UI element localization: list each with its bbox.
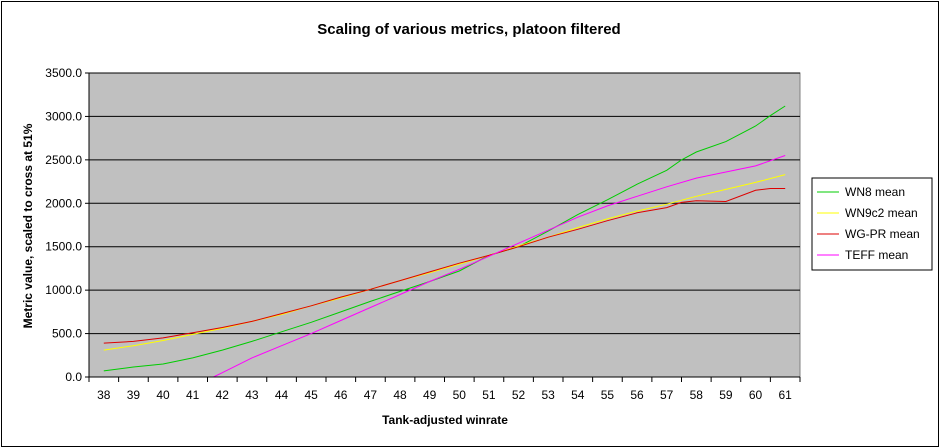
series-line-wg-pr-mean — [103, 188, 786, 344]
x-tick-label: 47 — [364, 388, 378, 402]
series-line-teff-mean — [213, 155, 786, 378]
x-tick-label: 54 — [571, 388, 585, 402]
x-tick-label: 59 — [719, 388, 733, 402]
series-layer — [103, 105, 786, 378]
y-axis-title: Metric value, scaled to cross at 51% — [21, 123, 35, 328]
y-tick-label: 3500.0 — [45, 66, 82, 80]
legend-label: WN9c2 mean — [845, 206, 918, 220]
x-tick-label: 44 — [275, 388, 289, 402]
x-axis-ticks: 38 39 40 41 42 43 44 45 46 47 48 49 50 51 52 53 54 55 56 57… — [88, 377, 801, 402]
legend: WN8 mean WN9c2 mean WG-PR mean TEFF mean — [811, 177, 933, 271]
x-tick-label: 58 — [690, 388, 704, 402]
x-tick-label: 53 — [542, 388, 556, 402]
y-tick-label: 2000.0 — [45, 196, 82, 210]
y-tick-label: 0.0 — [65, 370, 82, 384]
legend-label: TEFF mean — [845, 248, 908, 262]
x-tick-label: 49 — [423, 388, 437, 402]
x-tick-label: 48 — [393, 388, 407, 402]
y-tick-label: 3000.0 — [45, 109, 82, 123]
x-tick-label: 43 — [245, 388, 259, 402]
gridlines — [89, 72, 800, 335]
y-tick-label: 1000.0 — [45, 283, 82, 297]
legend-label: WN8 mean — [845, 185, 905, 199]
x-tick-label: 60 — [749, 388, 763, 402]
y-tick-label: 1500.0 — [45, 240, 82, 254]
chart-title: Scaling of various metrics, platoon filt… — [317, 21, 620, 38]
x-tick-label: 46 — [334, 388, 348, 402]
x-tick-label: 61 — [779, 388, 793, 402]
x-tick-label: 42 — [216, 388, 230, 402]
x-tick-label: 51 — [482, 388, 496, 402]
legend-label: WG-PR mean — [845, 227, 920, 241]
x-tick-label: 45 — [305, 388, 319, 402]
plot-area — [88, 72, 801, 378]
x-tick-label: 55 — [601, 388, 615, 402]
y-axis-ticks: 0.0 500.0 1000.0 1500.0 2000.0 2500.0 3000.0 35… — [45, 66, 89, 384]
x-tick-label: 50 — [453, 388, 467, 402]
x-tick-label: 40 — [156, 388, 170, 402]
y-tick-label: 2500.0 — [45, 153, 82, 167]
x-tick-label: 57 — [660, 388, 674, 402]
y-tick-label: 500.0 — [52, 327, 82, 341]
x-tick-label: 38 — [97, 388, 111, 402]
x-axis-title: Tank-adjusted winrate — [382, 413, 508, 427]
x-tick-label: 39 — [127, 388, 141, 402]
x-tick-label: 41 — [186, 388, 200, 402]
x-tick-label: 52 — [512, 388, 526, 402]
x-tick-label: 56 — [630, 388, 644, 402]
series-line-wn9c2-mean — [103, 174, 786, 351]
